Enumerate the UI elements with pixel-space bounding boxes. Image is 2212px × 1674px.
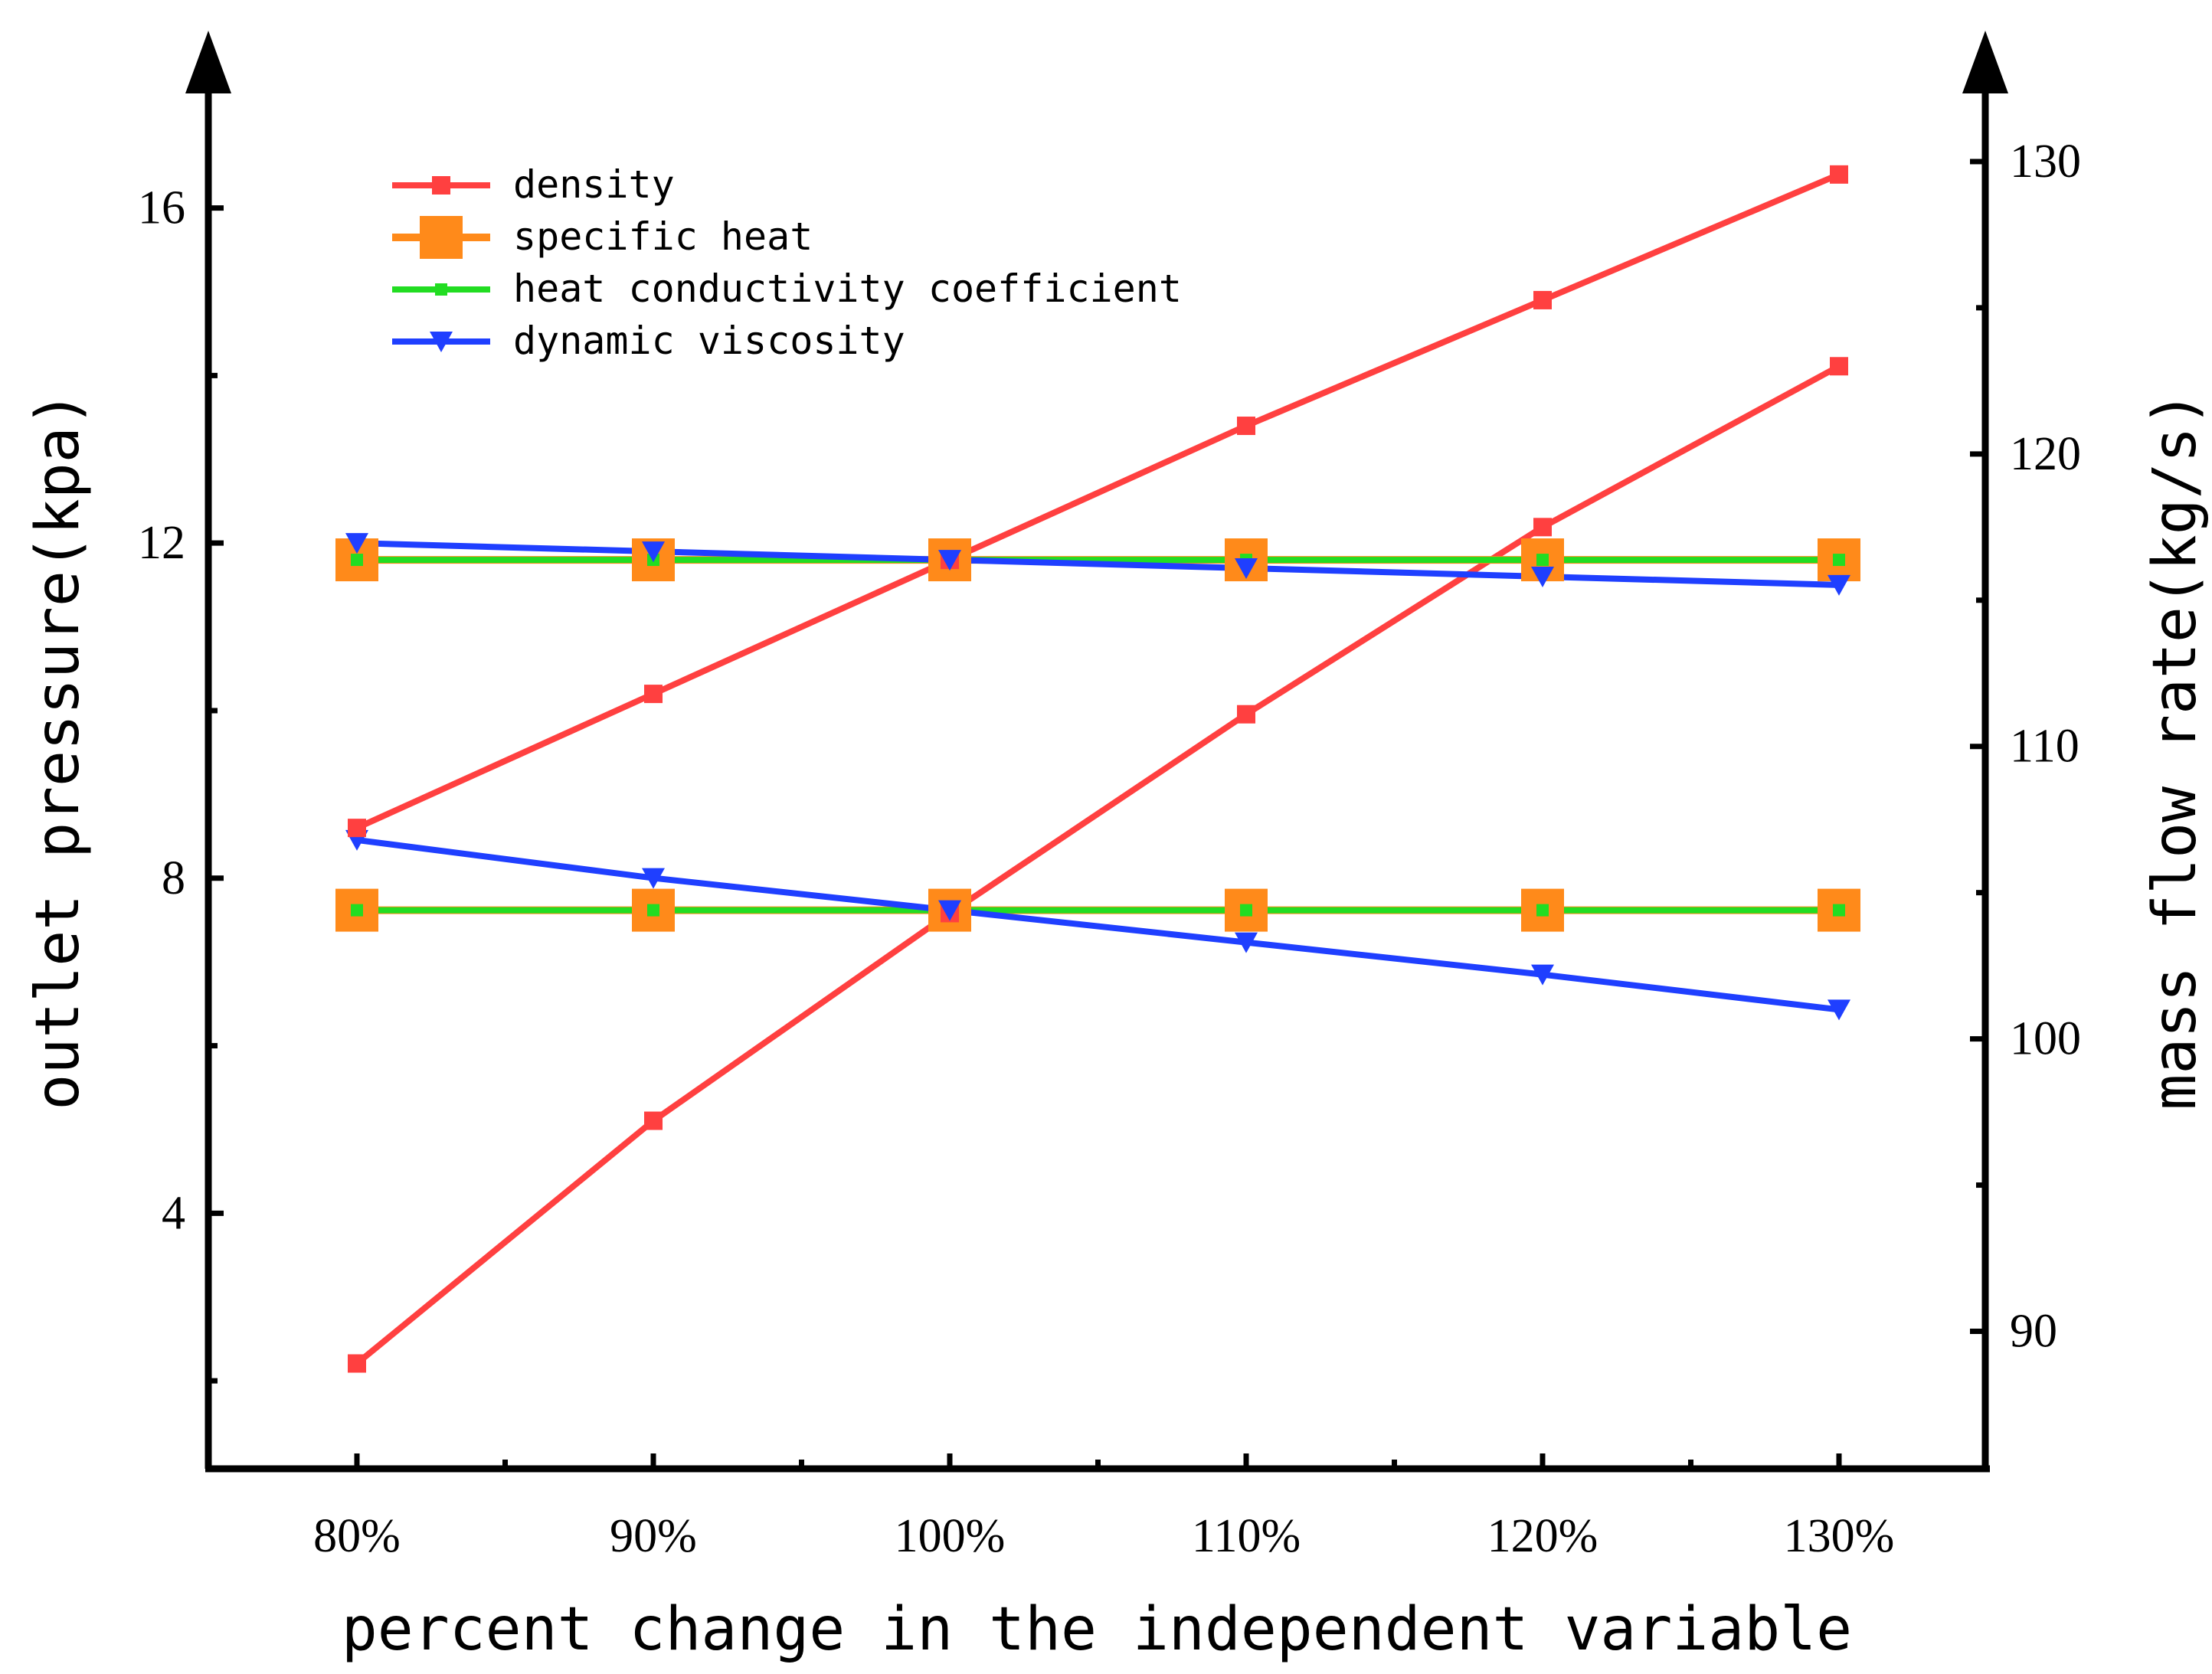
x-tick-label: 90% (610, 1510, 697, 1562)
triangle-marker (642, 868, 665, 889)
legend-label: heat conductivity coefficient (513, 266, 1182, 311)
x-tick-label: 110% (1192, 1510, 1301, 1562)
left-y-tick-label: 8 (162, 852, 185, 904)
x-tick-label: 100% (895, 1510, 1006, 1562)
left-y-tick-label: 12 (138, 517, 185, 569)
dot-marker (647, 904, 659, 917)
triangle-marker (345, 533, 368, 554)
triangle-marker (1235, 558, 1258, 580)
series-line-dynamic-viscosity (356, 540, 1840, 588)
right-y-tick-label: 120 (2010, 428, 2081, 480)
dot-marker (351, 904, 363, 917)
left-y-tick-label: 4 (162, 1187, 185, 1239)
square-marker (1237, 705, 1255, 724)
right-y-tick-label: 110 (2010, 721, 2079, 773)
square-marker (1830, 357, 1848, 376)
dot-marker (1240, 904, 1252, 917)
series-line-dynamic-viscosity (356, 836, 1840, 1013)
triangle-marker (938, 550, 961, 571)
dot-marker (1833, 904, 1845, 917)
x-axis-title: percent change in the independent variab… (342, 1595, 1852, 1664)
x-tick-label: 80% (313, 1510, 401, 1562)
left-y-tick-label: 16 (138, 182, 185, 234)
dot-marker (1536, 554, 1549, 567)
dot-marker (1536, 904, 1549, 917)
left-y-axis-arrow (185, 31, 231, 93)
square-marker (1533, 290, 1552, 309)
series-lines (355, 172, 1841, 1366)
dot-marker (351, 554, 363, 567)
right-y-tick-label: 100 (2010, 1013, 2081, 1065)
square-marker (348, 1354, 366, 1373)
triangle-marker (1828, 999, 1850, 1021)
legend: density specific heat heat conductivity co… (392, 162, 1182, 363)
series-line-density (355, 363, 1841, 1366)
square-marker (420, 216, 463, 259)
triangle-marker (1828, 574, 1850, 596)
square-marker (1830, 165, 1848, 184)
square-marker (1237, 417, 1255, 436)
legend-label: dynamic viscosity (513, 319, 905, 363)
x-tick-label: 120% (1487, 1510, 1598, 1562)
dot-marker (1833, 554, 1845, 567)
square-marker (644, 685, 663, 704)
square-marker (644, 1111, 663, 1130)
triangle-marker (1235, 932, 1258, 953)
triangle-marker (642, 541, 665, 563)
x-tick-label: 130% (1784, 1510, 1895, 1562)
left-y-axis-title: outlet pressure(kpa) (24, 391, 93, 1110)
right-y-axis-title: mass flow rate(kg/s) (2141, 391, 2210, 1110)
legend-label: specific heat (513, 214, 813, 259)
right-y-axis-arrow (1962, 31, 2008, 93)
series-line-density (355, 172, 1841, 831)
right-y-tick-label: 130 (2010, 136, 2081, 188)
square-marker (432, 176, 450, 195)
right-y-tick-label: 90 (2010, 1306, 2057, 1358)
triangle-marker (430, 332, 453, 352)
triangle-marker (938, 900, 961, 921)
triangle-marker (1531, 566, 1554, 587)
dot-marker (435, 283, 447, 296)
square-marker (1533, 518, 1552, 537)
series-markers (335, 165, 1860, 1373)
legend-label: density (513, 162, 675, 207)
square-marker (348, 819, 366, 838)
triangle-marker (1531, 964, 1554, 986)
axis-ticks: 80% 90% 100% 110% 120% 130% 4 8 12 16 90 100 110 130 1… (138, 136, 2081, 1562)
